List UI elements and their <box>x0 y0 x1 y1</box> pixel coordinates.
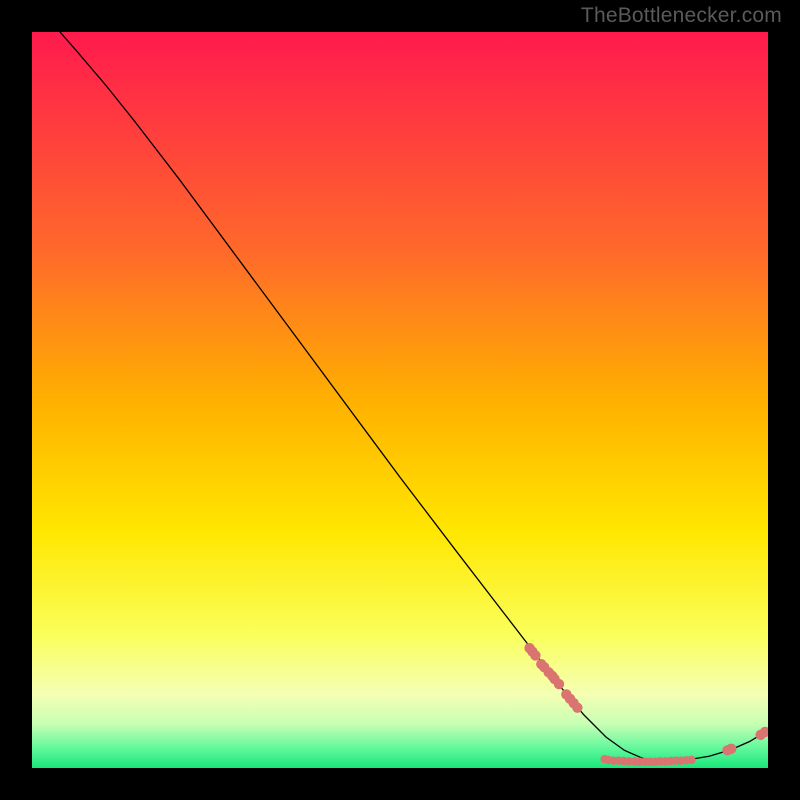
data-point <box>726 744 736 754</box>
chart-area <box>32 32 768 768</box>
data-point <box>572 702 582 712</box>
gradient-background <box>32 32 768 768</box>
chart-svg <box>32 32 768 768</box>
data-point <box>554 679 564 689</box>
watermark-text: TheBottlenecker.com <box>581 4 782 28</box>
data-point <box>530 650 540 660</box>
data-point <box>687 756 695 764</box>
